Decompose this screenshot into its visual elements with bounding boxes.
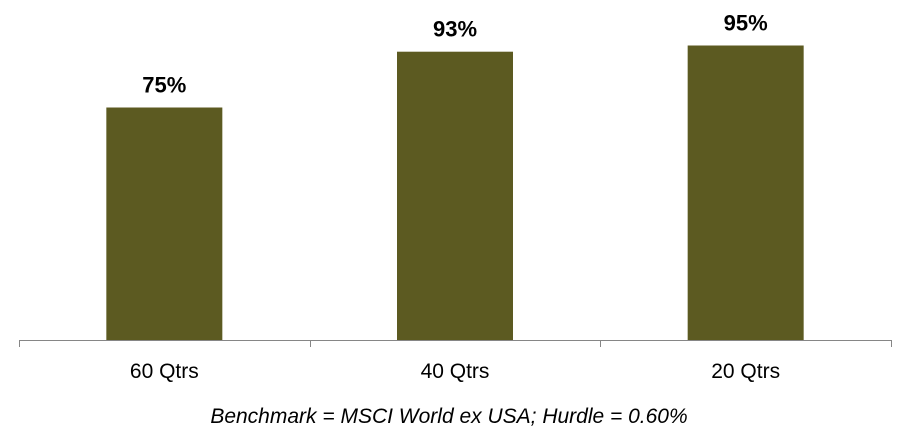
data-label: 93% — [433, 17, 477, 42]
x-axis — [19, 340, 892, 347]
x-tick-label: 20 Qtrs — [711, 360, 780, 383]
data-label: 75% — [142, 73, 186, 98]
x-axis-tick-labels: 60 Qtrs 40 Qtrs 20 Qtrs — [130, 360, 780, 383]
footnote: Benchmark = MSCI World ex USA; Hurdle = … — [210, 405, 688, 428]
value-labels-layer: 75% 93% 95% — [142, 11, 767, 98]
bars-layer — [106, 45, 804, 340]
data-label: 95% — [724, 11, 768, 36]
bar-60-qtrs — [106, 107, 223, 340]
bar-40-qtrs — [397, 51, 513, 340]
x-tick-label: 40 Qtrs — [421, 360, 490, 383]
x-tick-label: 60 Qtrs — [130, 360, 199, 383]
bar-20-qtrs — [687, 45, 804, 340]
